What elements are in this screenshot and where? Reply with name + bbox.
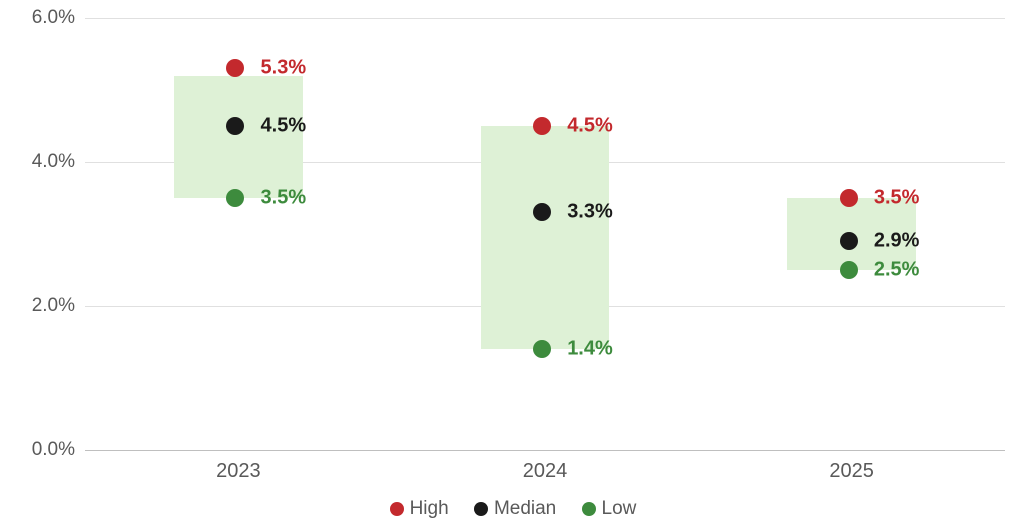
gridline-baseline (85, 450, 1005, 451)
x-tick-2025: 2025 (829, 460, 874, 483)
y-tick-4: 4.0% (0, 151, 75, 173)
y-tick-0: 0.0% (0, 439, 75, 461)
legend-label: Median (494, 498, 556, 520)
median-label: 2.9% (874, 230, 920, 253)
high-marker (533, 117, 551, 135)
high-label: 4.5% (567, 115, 613, 138)
median-label: 4.5% (261, 115, 307, 138)
plot-area: 5.3% 4.5% 3.5% 4.5% 3.3% 1.4% 3.5% 2.9% 2.5% (85, 18, 1005, 450)
legend-item-low: Low (582, 498, 637, 520)
circle-icon (582, 502, 596, 516)
legend: High Median Low (0, 498, 1026, 522)
high-label: 5.3% (261, 57, 307, 80)
legend-item-median: Median (474, 498, 556, 520)
legend-item-high: High (390, 498, 449, 520)
y-tick-6: 6.0% (0, 7, 75, 29)
median-label: 3.3% (567, 201, 613, 224)
y-tick-2: 2.0% (0, 295, 75, 317)
low-label: 3.5% (261, 187, 307, 210)
high-marker (226, 59, 244, 77)
x-tick-2024: 2024 (523, 460, 568, 483)
x-tick-2023: 2023 (216, 460, 261, 483)
low-marker (226, 189, 244, 207)
high-label: 3.5% (874, 187, 920, 210)
range-dot-chart: 6.0% 4.0% 2.0% 0.0% 5.3% 4.5% 3.5% 4.5% 3.3%… (0, 0, 1026, 523)
legend-label: Low (602, 498, 637, 520)
legend-label: High (410, 498, 449, 520)
circle-icon (474, 502, 488, 516)
low-label: 1.4% (567, 338, 613, 361)
low-marker (840, 261, 858, 279)
circle-icon (390, 502, 404, 516)
high-marker (840, 189, 858, 207)
low-marker (533, 340, 551, 358)
median-marker (226, 117, 244, 135)
low-label: 2.5% (874, 259, 920, 282)
median-marker (533, 203, 551, 221)
range-box (481, 126, 610, 349)
median-marker (840, 232, 858, 250)
